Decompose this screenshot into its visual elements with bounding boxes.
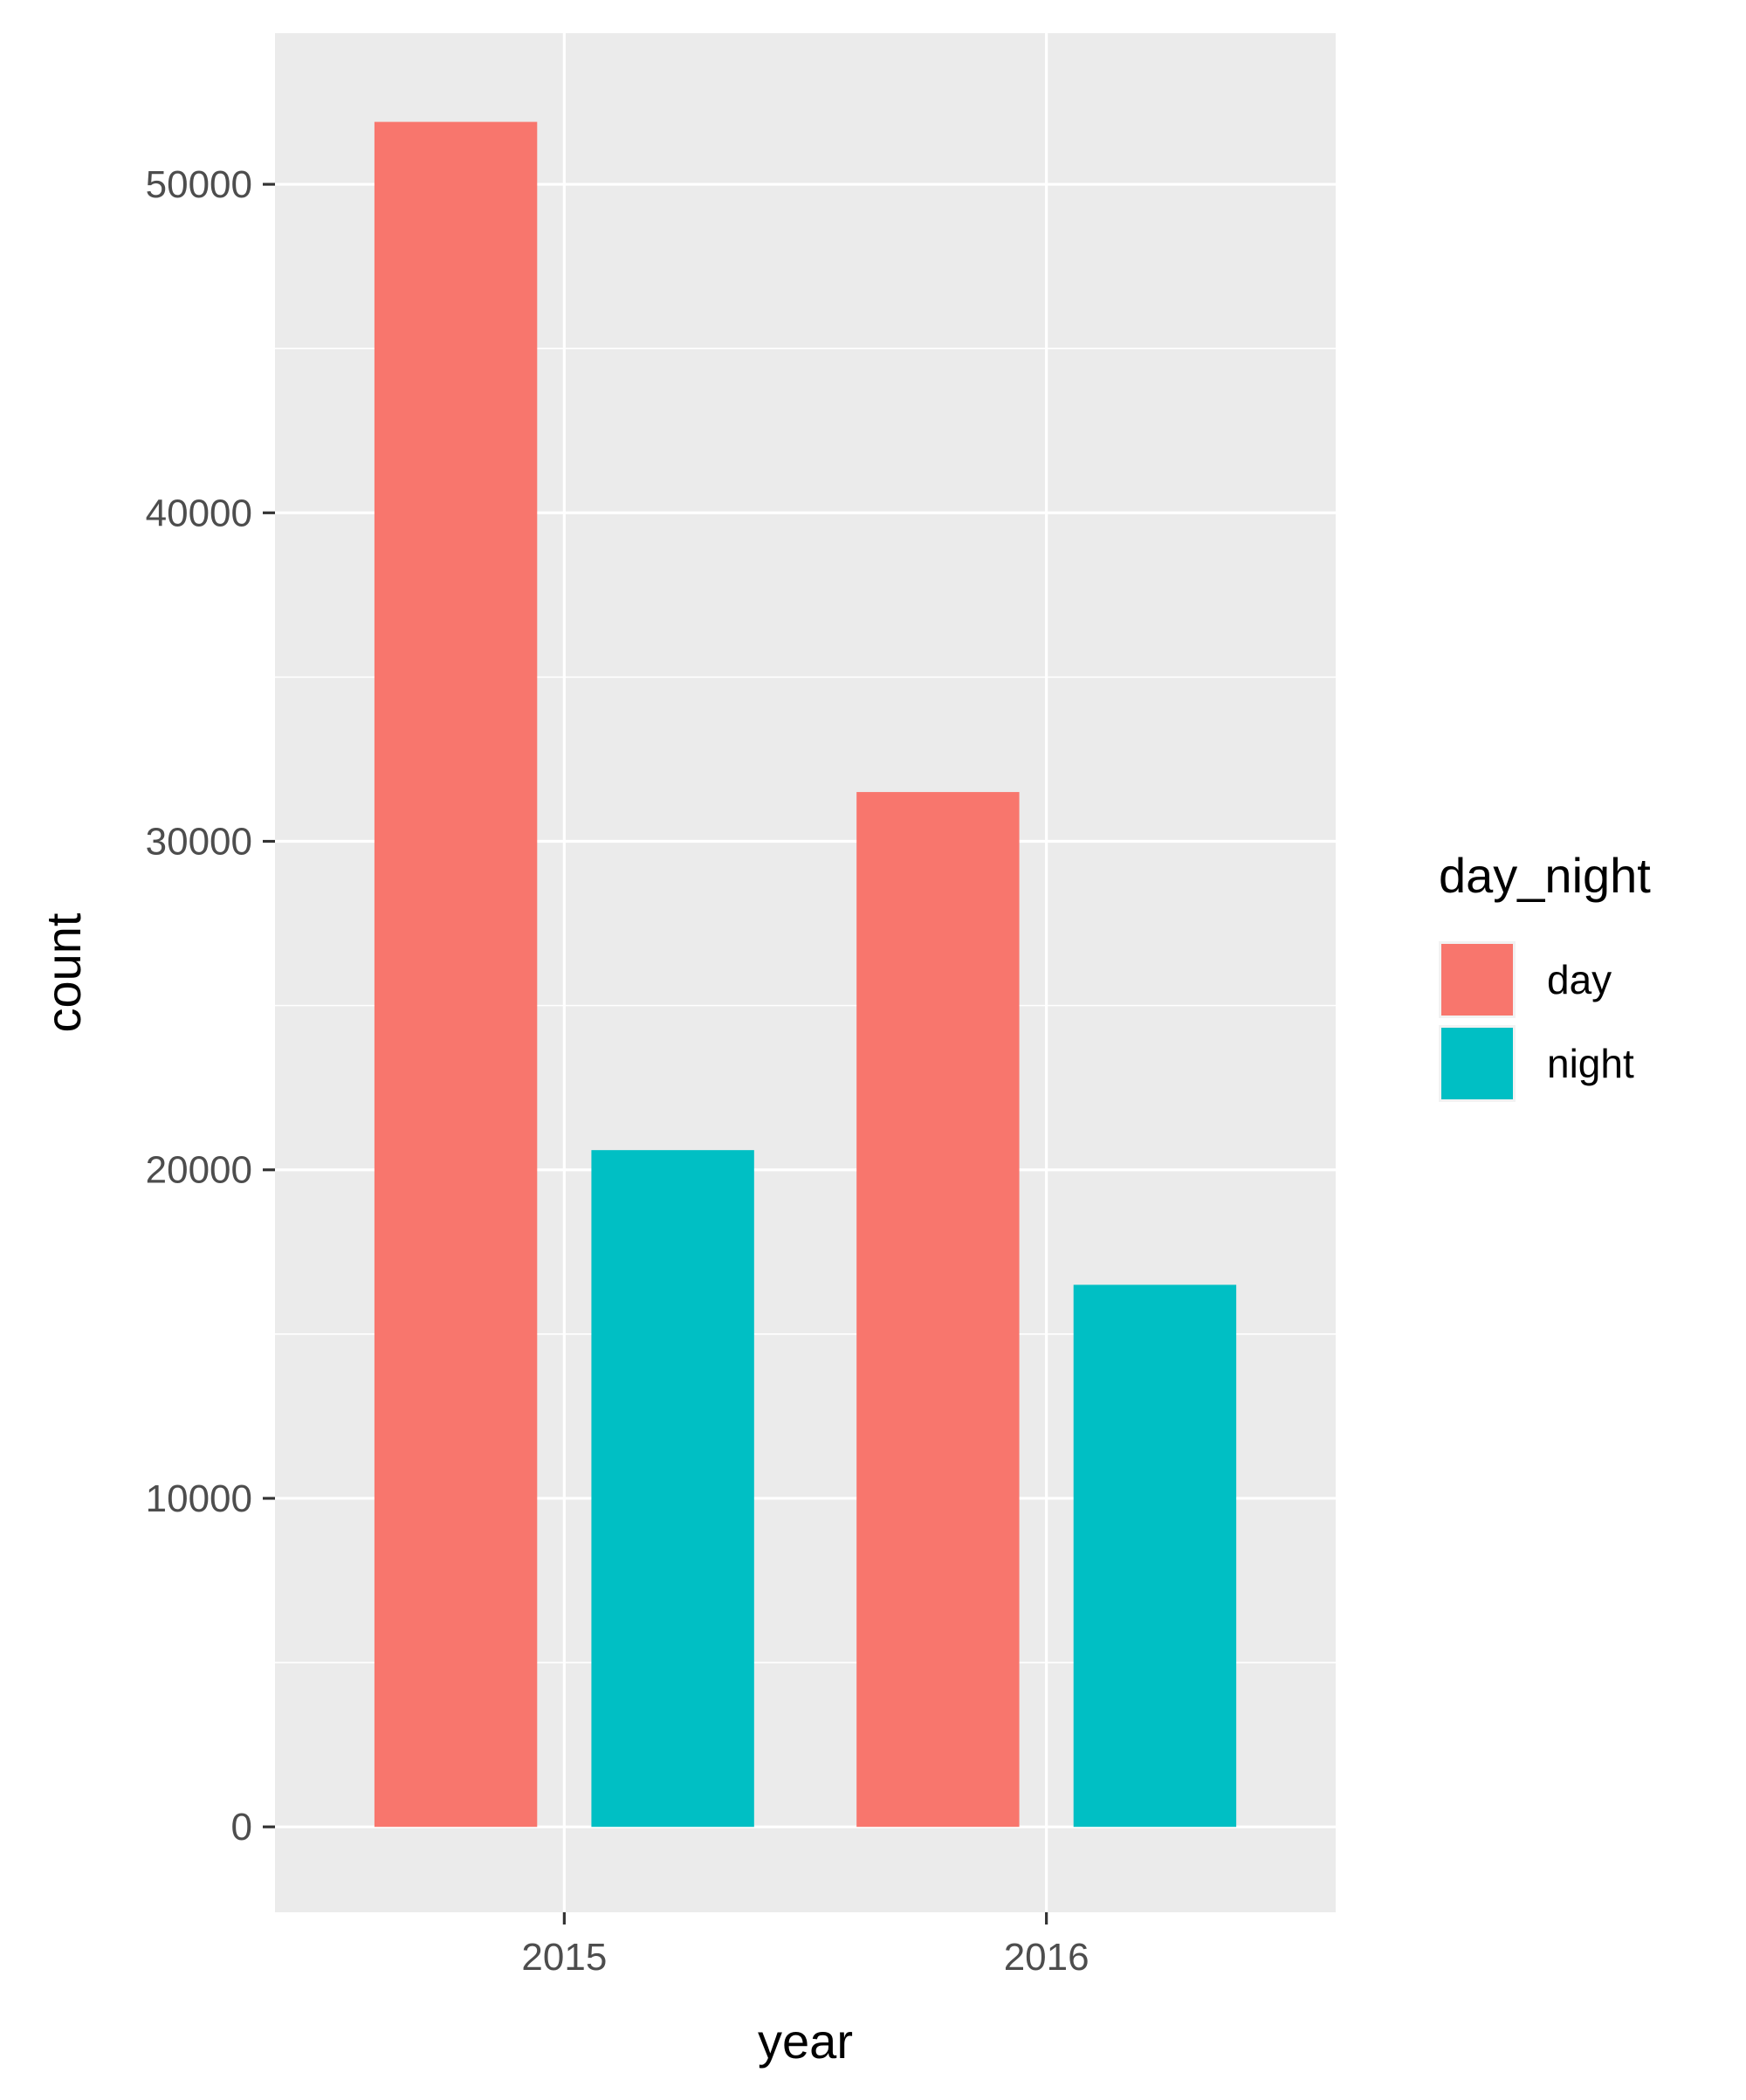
y-tick-label: 50000	[146, 163, 252, 206]
bar-day-2015	[374, 121, 538, 1828]
bar-night-2016	[1073, 1284, 1237, 1828]
legend: day_night day night	[1439, 848, 1651, 1102]
legend-label-night: night	[1547, 1041, 1634, 1086]
y-tick-label: 30000	[146, 821, 252, 864]
x-axis-title: year	[758, 2014, 853, 2069]
y-tick-label: 20000	[146, 1149, 252, 1192]
y-tick-label: 10000	[146, 1477, 252, 1520]
bar-day-2016	[856, 792, 1020, 1828]
y-axis: 0 10000 20000 30000 40000 50000	[146, 163, 275, 1849]
y-axis-title: count	[36, 912, 91, 1032]
y-tick-label: 0	[231, 1806, 252, 1849]
bars	[374, 121, 1237, 1828]
bar-night-2015	[591, 1150, 754, 1828]
legend-label-day: day	[1547, 957, 1612, 1002]
legend-title: day_night	[1439, 848, 1651, 903]
legend-key-day	[1441, 944, 1513, 1016]
x-tick-label: 2015	[521, 1936, 607, 1979]
legend-key-night	[1441, 1028, 1513, 1099]
y-tick-label: 40000	[146, 492, 252, 534]
x-tick-label: 2016	[1004, 1936, 1090, 1979]
x-axis: 2015 2016	[521, 1912, 1090, 1979]
